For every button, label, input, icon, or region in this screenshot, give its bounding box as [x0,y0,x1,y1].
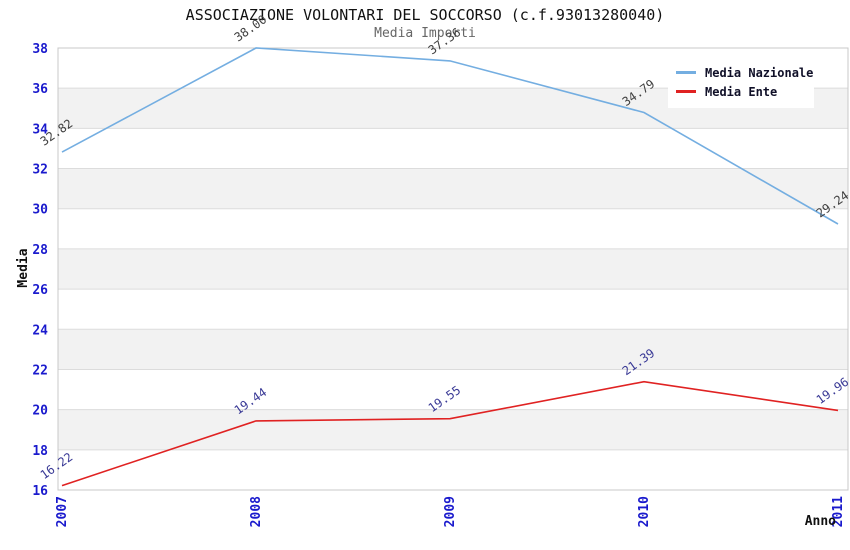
legend-label-media-nazionale: Media Nazionale [705,65,814,80]
y-tick-label: 30 [32,203,48,218]
y-tick-label: 16 [32,484,48,499]
x-tick-label: 2010 [637,496,652,527]
x-tick-label: 2011 [831,496,846,527]
plot-band [58,449,848,490]
plot-band [58,128,848,169]
chart-subtitle: Media Importi [374,26,476,41]
y-tick-label: 24 [32,323,48,338]
x-tick-label: 2008 [249,496,264,527]
legend-item-media-nazionale: Media Nazionale [676,63,813,82]
legend-item-media-ente: Media Ente [676,82,806,101]
y-tick-label: 18 [32,444,48,459]
legend: Media Nazionale Media Ente [668,57,814,108]
chart-title: ASSOCIAZIONE VOLONTARI DEL SOCCORSO (c.f… [185,6,665,24]
data-label: 38.00 [232,12,270,44]
plot-band [58,168,848,209]
x-axis-title: Anno [805,514,836,529]
y-tick-label: 20 [32,404,48,419]
y-tick-label: 22 [32,363,48,378]
y-axis-title: Media [16,248,31,287]
media-ente-line-swatch [676,90,696,93]
plot-band [58,289,848,330]
legend-label-media-ente: Media Ente [705,84,778,99]
x-tick-label: 2009 [443,496,458,527]
series-line-media-ente [61,380,839,487]
series-line-media-nazionale [61,47,839,225]
y-tick-label: 38 [32,42,48,57]
y-tick-label: 36 [32,82,48,97]
x-tick-label: 2007 [55,496,70,527]
y-tick-label: 34 [32,122,48,137]
y-tick-label: 26 [32,283,48,298]
plot-band [58,208,848,249]
plot-band [58,329,848,370]
y-tick-label: 28 [32,243,48,258]
plot-band [58,409,848,450]
y-tick-label: 32 [32,163,48,178]
plot-border [57,47,849,491]
plot-band [58,248,848,290]
media-nazionale-line-swatch [676,71,696,74]
plot-band [58,369,848,410]
